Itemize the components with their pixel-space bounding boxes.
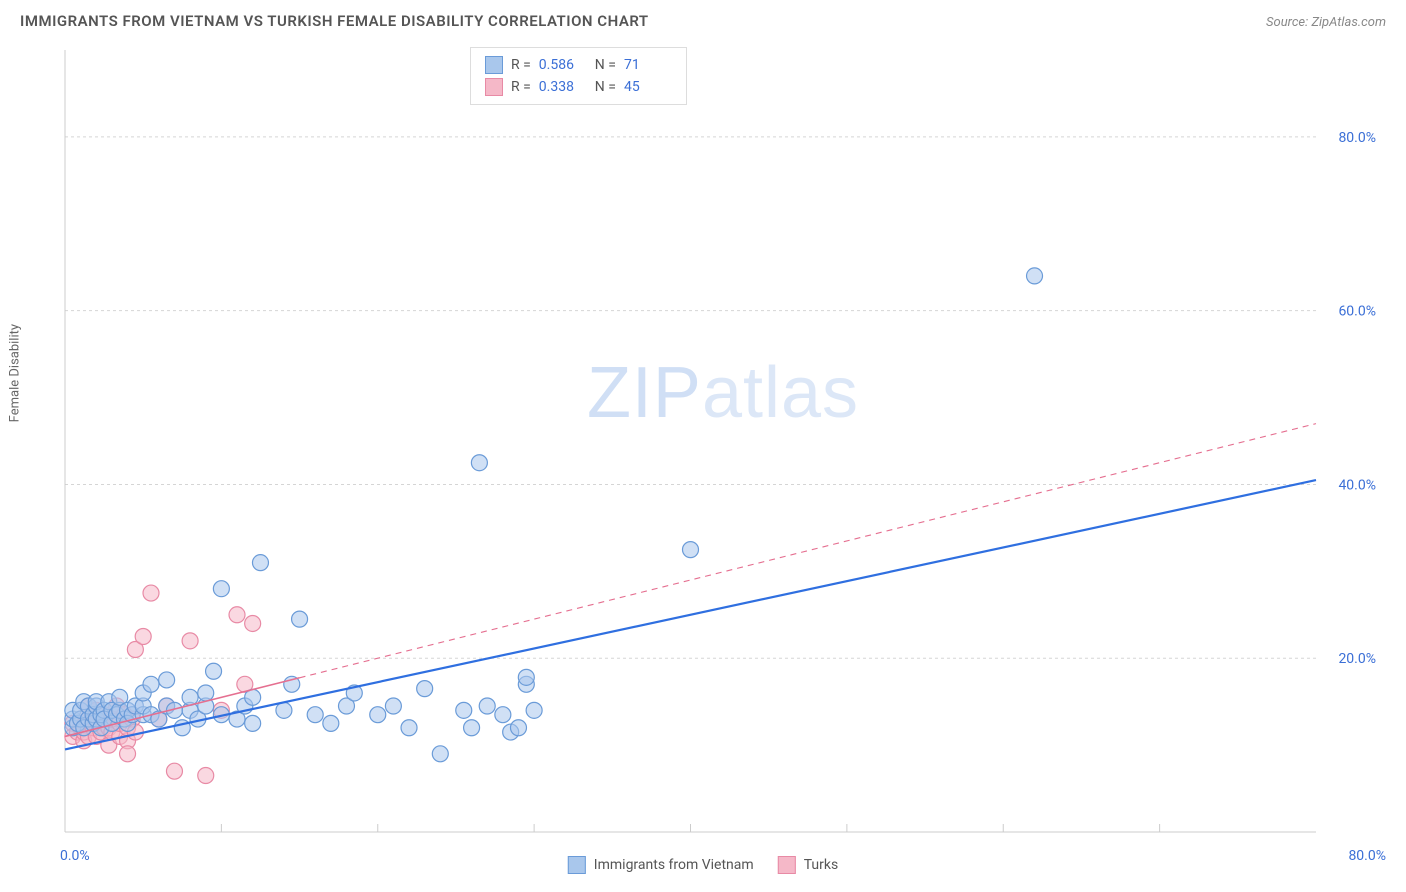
series-legend-item: Turks: [778, 856, 839, 874]
svg-text:80.0%: 80.0%: [1338, 130, 1376, 146]
x-axis-max-label: 80.0%: [1348, 848, 1386, 864]
series-legend: Immigrants from Vietnam Turks: [568, 856, 838, 874]
source-label: Source:: [1266, 15, 1311, 30]
svg-text:20.0%: 20.0%: [1338, 651, 1376, 667]
legend-r-label: R =: [511, 79, 531, 95]
x-axis-origin-label: 0.0%: [60, 848, 90, 864]
source-value: ZipAtlas.com: [1311, 15, 1386, 30]
correlation-legend: R = 0.586 N = 71 R = 0.338 N = 45: [470, 47, 687, 105]
series-legend-label: Turks: [804, 857, 839, 873]
svg-text:60.0%: 60.0%: [1338, 304, 1376, 320]
correlation-legend-row: R = 0.586 N = 71: [485, 54, 672, 76]
legend-r-value: 0.338: [539, 79, 587, 95]
correlation-legend-row: R = 0.338 N = 45: [485, 76, 672, 98]
scatter-plot-svg: 20.0% 40.0% 60.0% 80.0%: [60, 45, 1386, 837]
legend-swatch: [485, 78, 503, 96]
y-axis-label: Female Disability: [8, 323, 23, 421]
source-attribution: Source: ZipAtlas.com: [1266, 15, 1386, 30]
svg-text:40.0%: 40.0%: [1338, 477, 1376, 493]
legend-n-value: 71: [624, 57, 672, 73]
legend-n-label: N =: [595, 57, 616, 73]
legend-n-label: N =: [595, 79, 616, 95]
plot-area: ZIPatlas 20.0%40.0%60.0%80.0%: [60, 45, 1386, 837]
legend-swatch: [568, 856, 586, 874]
chart-header: IMMIGRANTS FROM VIETNAM VS TURKISH FEMAL…: [0, 0, 1406, 38]
series-legend-label: Immigrants from Vietnam: [594, 857, 754, 873]
chart-container: Female Disability ZIPatlas 20.0%40.0%60.…: [20, 45, 1386, 882]
legend-n-value: 45: [624, 79, 672, 95]
legend-r-value: 0.586: [539, 57, 587, 73]
series-legend-item: Immigrants from Vietnam: [568, 856, 754, 874]
legend-r-label: R =: [511, 57, 531, 73]
legend-swatch: [485, 56, 503, 74]
chart-title: IMMIGRANTS FROM VIETNAM VS TURKISH FEMAL…: [20, 12, 649, 30]
legend-swatch: [778, 856, 796, 874]
